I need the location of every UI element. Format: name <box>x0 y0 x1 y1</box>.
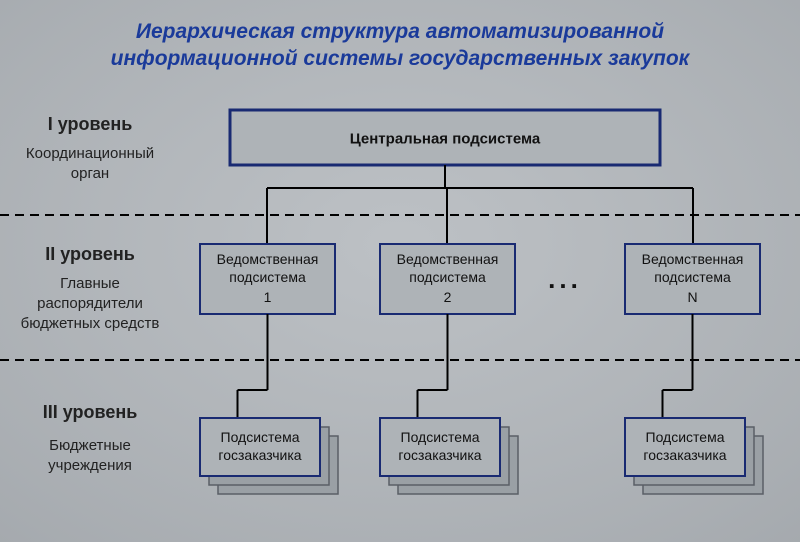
dept-index: 2 <box>444 289 452 305</box>
diagram-title-line1: Иерархическая структура автоматизированн… <box>136 20 664 43</box>
level-subtitle: Бюджетные <box>49 437 131 454</box>
diagram-canvas: Иерархическая структура автоматизированн… <box>0 0 800 542</box>
level-title: II уровень <box>45 244 135 264</box>
level-subtitle: орган <box>71 165 109 182</box>
customer-label: госзаказчика <box>218 447 301 463</box>
level-subtitle: распорядители <box>37 295 143 312</box>
root-node-label: Центральная подсистема <box>350 131 541 148</box>
level-subtitle: учреждения <box>48 457 132 474</box>
dept-node: Ведомственная подсистема 1 <box>200 244 335 314</box>
customer-node-stack: Подсистема госзаказчика <box>380 418 518 494</box>
dept-label: Ведомственная <box>642 251 744 267</box>
customer-label: Подсистема <box>221 429 300 445</box>
customer-label: Подсистема <box>401 429 480 445</box>
dept-label: Ведомственная <box>217 251 319 267</box>
dept-label: подсистема <box>229 269 306 285</box>
customer-node-stack: Подсистема госзаказчика <box>625 418 763 494</box>
level-subtitle: Главные <box>60 275 120 292</box>
customer-label: Подсистема <box>646 429 725 445</box>
dept-index: 1 <box>264 289 272 305</box>
ellipsis-icon: ... <box>548 264 582 294</box>
dept-label: подсистема <box>654 269 731 285</box>
dept-label: подсистема <box>409 269 486 285</box>
customer-label: госзаказчика <box>398 447 481 463</box>
level-title: III уровень <box>43 402 138 422</box>
dept-index: N <box>687 289 697 305</box>
level-subtitle: бюджетных средств <box>21 315 160 332</box>
dept-node: Ведомственная подсистема 2 <box>380 244 515 314</box>
level-title: I уровень <box>48 114 133 134</box>
diagram-title-line2: информационной системы государственных з… <box>111 47 691 70</box>
root-node: Центральная подсистема <box>230 110 660 165</box>
level-subtitle: Координационный <box>26 145 154 162</box>
dept-label: Ведомственная <box>397 251 499 267</box>
dept-node: Ведомственная подсистема N <box>625 244 760 314</box>
customer-node-stack: Подсистема госзаказчика <box>200 418 338 494</box>
customer-label: госзаказчика <box>643 447 726 463</box>
